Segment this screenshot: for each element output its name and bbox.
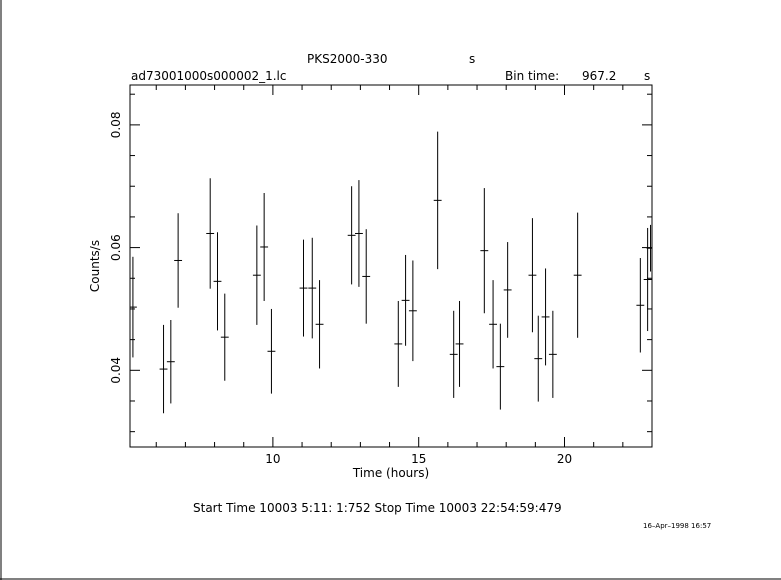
file-name: ad73001000s000002_1.lc — [131, 69, 287, 83]
data-point — [130, 256, 137, 358]
y-tick-label: 0.08 — [109, 112, 123, 139]
data-point — [401, 254, 410, 346]
data-points — [130, 131, 652, 414]
data-point — [252, 225, 261, 325]
data-point — [449, 310, 458, 398]
y-tick-label: 0.04 — [109, 357, 123, 384]
bin-time-value: 967.2 — [582, 69, 616, 83]
x-tick-label: 20 — [557, 452, 572, 466]
time-range: Start Time 10003 5:11: 1:752 Stop Time 1… — [193, 501, 562, 515]
axis-ticks — [130, 85, 653, 447]
data-point — [643, 227, 652, 332]
plot-frame — [129, 84, 653, 448]
data-point — [220, 293, 229, 381]
y-tick-label: 0.06 — [109, 234, 123, 261]
plot-date: 16–Apr–1998 16:57 — [643, 522, 711, 530]
data-point — [433, 131, 442, 270]
data-point — [166, 319, 175, 404]
data-point — [315, 280, 324, 369]
source-unit: s — [469, 52, 475, 66]
data-point — [408, 260, 417, 362]
data-point — [455, 300, 464, 387]
data-point — [496, 323, 505, 410]
axis-tick-labels: 10 15 20 0.04 0.06 0.08 — [109, 112, 572, 466]
data-point — [534, 315, 543, 402]
data-point — [299, 239, 308, 337]
data-point — [489, 280, 498, 369]
data-point — [260, 192, 269, 301]
y-axis-label: Counts/s — [88, 240, 102, 292]
data-point — [308, 237, 317, 339]
data-point — [362, 229, 371, 324]
data-point — [480, 188, 489, 314]
bin-time-unit: s — [644, 69, 650, 83]
data-point — [174, 213, 183, 308]
data-point — [354, 180, 363, 287]
data-point — [573, 212, 582, 338]
data-point — [548, 310, 557, 398]
data-point — [213, 232, 222, 331]
data-point — [503, 242, 512, 338]
source-name: PKS2000-330 — [307, 52, 388, 66]
data-point — [394, 300, 403, 387]
x-tick-label: 15 — [411, 452, 426, 466]
data-point — [528, 218, 537, 333]
data-point — [159, 324, 168, 414]
data-point — [646, 224, 652, 272]
x-axis-label: Time (hours) — [352, 466, 429, 480]
data-point — [347, 186, 356, 285]
data-point — [541, 268, 550, 366]
data-point — [206, 178, 215, 289]
data-point — [267, 308, 276, 394]
bin-time-label: Bin time: — [505, 69, 559, 83]
data-point — [636, 258, 645, 353]
x-tick-label: 10 — [265, 452, 280, 466]
